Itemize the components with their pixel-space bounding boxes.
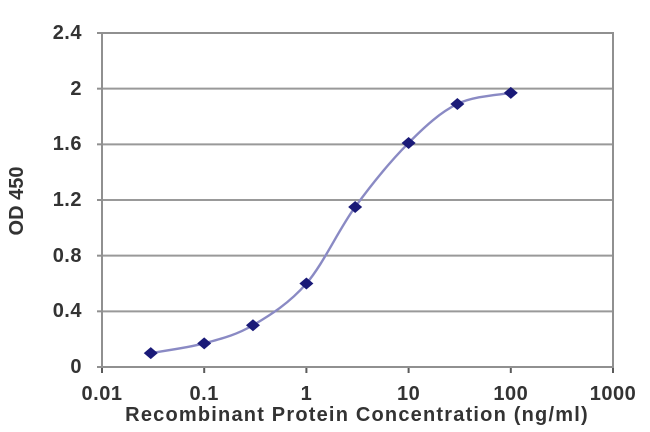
y-tick-label: 0.4	[52, 300, 82, 323]
data-point-marker	[503, 86, 518, 99]
data-point-marker	[299, 277, 314, 290]
x-tick-label: 0.1	[189, 383, 219, 405]
data-point-marker	[401, 136, 416, 149]
data-point-marker	[450, 97, 465, 110]
x-tick-label: 1000	[589, 383, 637, 405]
data-point-marker	[143, 347, 158, 360]
data-point-marker	[245, 319, 260, 332]
y-tick-label: 2.4	[52, 22, 82, 44]
plot-border	[101, 32, 614, 368]
series-line	[150, 91, 512, 355]
y-tick-label: 1.6	[52, 133, 82, 156]
y-tick-label: 0	[70, 356, 82, 378]
x-tick-label: 100	[493, 383, 529, 405]
y-tick-label: 2	[70, 77, 82, 100]
y-tick-label: 0.8	[52, 244, 82, 267]
x-tick-label: 1	[300, 383, 313, 405]
x-axis-title: Recombinant Protein Concentration (ng/ml…	[125, 404, 589, 426]
x-tick-label: 0.01	[81, 383, 123, 405]
data-point-marker	[197, 337, 212, 350]
data-point-marker	[348, 200, 363, 213]
x-tick-label: 10	[396, 383, 421, 405]
y-tick-label: 1.2	[52, 189, 82, 211]
